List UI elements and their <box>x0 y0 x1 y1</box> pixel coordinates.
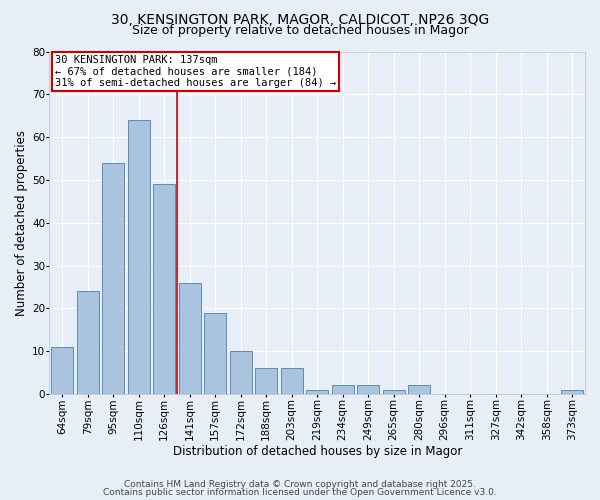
Bar <box>332 386 353 394</box>
Bar <box>77 292 98 394</box>
Bar <box>179 282 200 394</box>
Bar <box>383 390 404 394</box>
Bar <box>256 368 277 394</box>
X-axis label: Distribution of detached houses by size in Magor: Distribution of detached houses by size … <box>173 444 462 458</box>
Bar <box>307 390 328 394</box>
Bar <box>128 120 149 394</box>
Bar <box>205 312 226 394</box>
Bar <box>52 347 73 394</box>
Text: Contains public sector information licensed under the Open Government Licence v3: Contains public sector information licen… <box>103 488 497 497</box>
Bar <box>281 368 302 394</box>
Bar <box>562 390 583 394</box>
Bar <box>230 351 251 394</box>
Text: 30, KENSINGTON PARK, MAGOR, CALDICOT, NP26 3QG: 30, KENSINGTON PARK, MAGOR, CALDICOT, NP… <box>111 12 489 26</box>
Text: Contains HM Land Registry data © Crown copyright and database right 2025.: Contains HM Land Registry data © Crown c… <box>124 480 476 489</box>
Text: Size of property relative to detached houses in Magor: Size of property relative to detached ho… <box>131 24 469 37</box>
Bar <box>103 163 124 394</box>
Y-axis label: Number of detached properties: Number of detached properties <box>15 130 28 316</box>
Bar <box>358 386 379 394</box>
Bar <box>154 184 175 394</box>
Bar <box>409 386 430 394</box>
Text: 30 KENSINGTON PARK: 137sqm
← 67% of detached houses are smaller (184)
31% of sem: 30 KENSINGTON PARK: 137sqm ← 67% of deta… <box>55 55 336 88</box>
